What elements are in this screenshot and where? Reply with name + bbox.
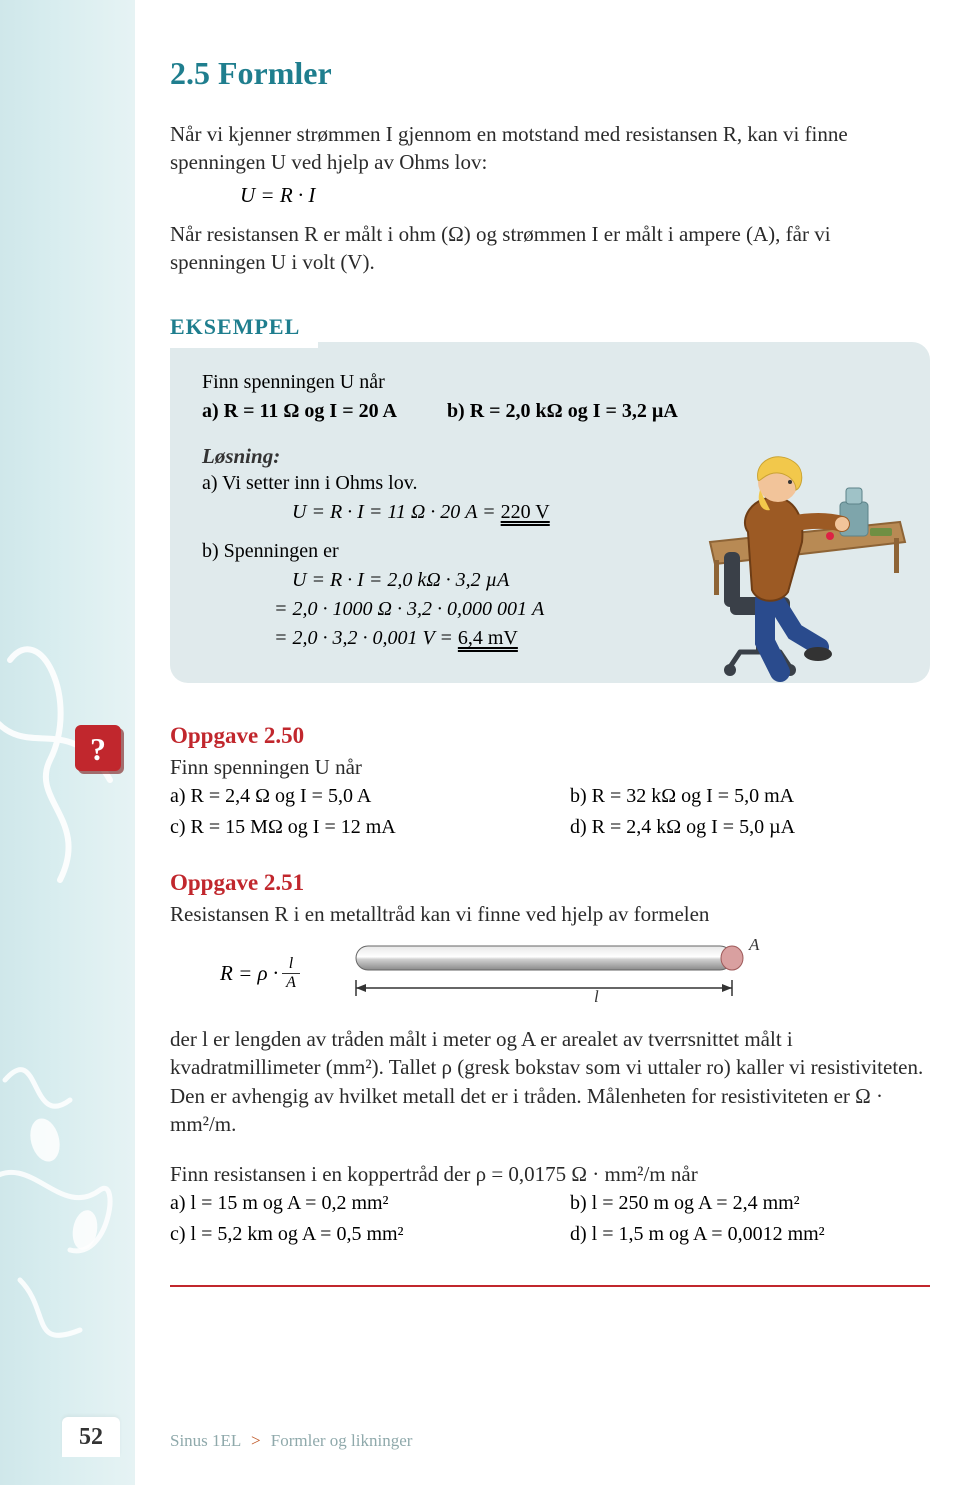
exercise-prompt: Finn spenningen U når bbox=[170, 753, 930, 781]
exercise-250-a: a) R = 2,4 Ω og I = 5,0 A bbox=[170, 782, 530, 811]
exercise-251-c: c) l = 5,2 km og A = 0,5 mm² bbox=[170, 1220, 530, 1249]
exercise-250-b: b) R = 32 kΩ og I = 5,0 mA bbox=[570, 782, 930, 811]
exercise-250-c: c) R = 15 MΩ og I = 12 mA bbox=[170, 813, 530, 842]
resistivity-formula-fraction: l A bbox=[282, 955, 300, 992]
exercise-251-d: d) l = 1,5 m og A = 0,0012 mm² bbox=[570, 1220, 930, 1249]
exercise-2-50: ? Oppgave 2.50 Finn spenningen U når a) … bbox=[170, 723, 930, 841]
exercise-title: Oppgave 2.51 bbox=[170, 870, 930, 896]
crumb-book: Sinus 1EL bbox=[170, 1431, 241, 1450]
exercise-2-51: Oppgave 2.51 Resistansen R i en metalltr… bbox=[170, 870, 930, 1287]
exercise-250-d: d) R = 2,4 kΩ og I = 5,0 µA bbox=[570, 813, 930, 842]
example-box: Finn spenningen U når a) R = 11 Ω og I =… bbox=[170, 342, 930, 683]
ohms-law-formula: U = R · I bbox=[240, 183, 930, 208]
page-number: 52 bbox=[62, 1417, 120, 1457]
exercise-251-intro: Resistansen R i en metalltråd kan vi fin… bbox=[170, 900, 930, 928]
section-title: 2.5 Formler bbox=[170, 55, 930, 92]
example-prompt: Finn spenningen U når bbox=[202, 368, 898, 397]
svg-text:A: A bbox=[748, 936, 760, 954]
exercise-251-description: der l er lengden av tråden målt i meter … bbox=[170, 1025, 930, 1138]
person-at-desk-illustration bbox=[670, 432, 910, 692]
exercise-251-b: b) l = 250 m og A = 2,4 mm² bbox=[570, 1189, 930, 1218]
question-badge: ? bbox=[75, 725, 121, 771]
exercise-title: Oppgave 2.50 bbox=[170, 723, 930, 749]
example-item-b: b) R = 2,0 kΩ og I = 3,2 µA bbox=[447, 397, 678, 426]
exercise-251-prompt2: Finn resistansen i en koppertråd der ρ =… bbox=[170, 1160, 930, 1188]
crumb-chapter: Formler og likninger bbox=[271, 1431, 413, 1450]
page-footer: 52 Sinus 1EL > Formler og likninger bbox=[0, 1417, 960, 1457]
intro-paragraph-2: Når resistansen R er målt i ohm (Ω) og s… bbox=[170, 220, 930, 277]
exercise-251-a: a) l = 15 m og A = 0,2 mm² bbox=[170, 1189, 530, 1218]
footer-breadcrumb: Sinus 1EL > Formler og likninger bbox=[170, 1431, 412, 1451]
example-label: EKSEMPEL bbox=[170, 314, 318, 348]
wire-diagram: A l bbox=[344, 936, 764, 1011]
example-item-a: a) R = 11 Ω og I = 20 A bbox=[202, 397, 397, 426]
bottom-rule bbox=[170, 1285, 930, 1287]
resistivity-formula-lhs: R = ρ · bbox=[220, 961, 278, 986]
intro-paragraph-1: Når vi kjenner strømmen I gjennom en mot… bbox=[170, 120, 930, 177]
svg-text:l: l bbox=[594, 987, 599, 1006]
chevron-icon: > bbox=[251, 1431, 261, 1450]
